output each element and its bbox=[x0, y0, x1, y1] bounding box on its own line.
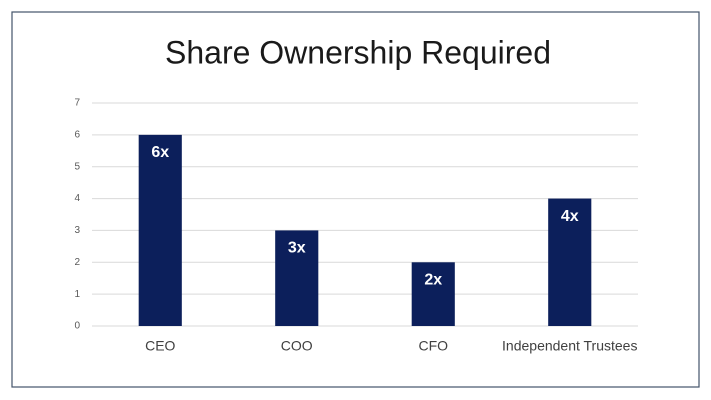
slide-frame bbox=[11, 11, 700, 388]
x-tick-label: CFO bbox=[418, 338, 448, 354]
x-tick-label: CEO bbox=[145, 338, 175, 354]
value-label: 3x bbox=[288, 240, 306, 257]
y-tick-label: 7 bbox=[74, 98, 80, 109]
y-tick-label: 6 bbox=[74, 129, 80, 140]
bar bbox=[138, 134, 182, 326]
bar bbox=[411, 262, 455, 326]
chart-title: Share Ownership Required bbox=[165, 34, 551, 70]
bar bbox=[275, 230, 319, 326]
y-tick-label: 4 bbox=[74, 193, 80, 204]
y-tick-label: 0 bbox=[74, 321, 80, 332]
value-label: 6x bbox=[151, 144, 169, 161]
y-tick-label: 3 bbox=[74, 225, 80, 236]
value-label: 4x bbox=[561, 208, 579, 225]
x-tick-label: Independent Trustees bbox=[502, 338, 637, 354]
x-tick-label: COO bbox=[281, 338, 313, 354]
y-tick-label: 2 bbox=[74, 257, 80, 268]
y-tick-label: 5 bbox=[74, 161, 80, 172]
bar bbox=[548, 198, 592, 326]
value-label: 2x bbox=[424, 272, 442, 289]
y-tick-label: 1 bbox=[74, 289, 80, 300]
